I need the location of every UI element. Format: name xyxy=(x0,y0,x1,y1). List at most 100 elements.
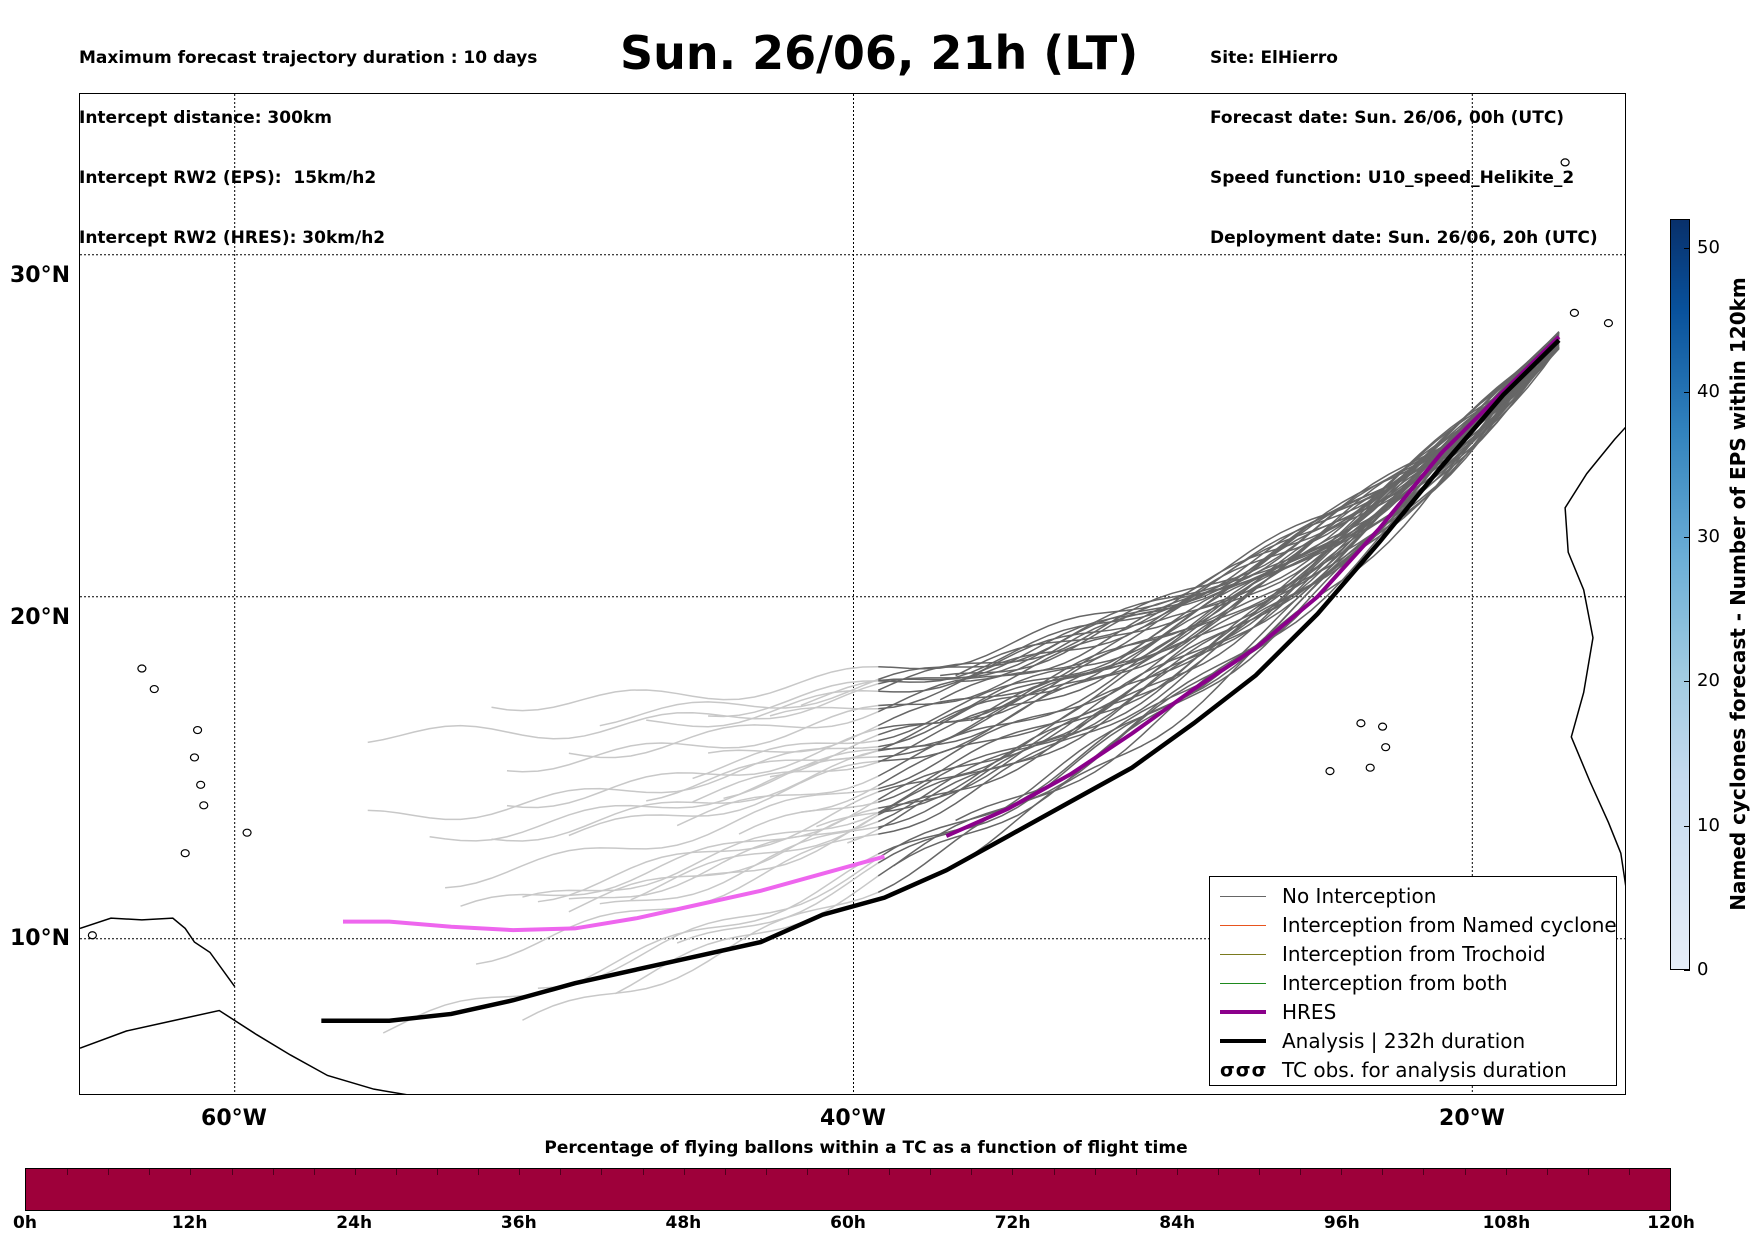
info-speed-function: Speed function: U10_speed_Helikite_2 xyxy=(1210,168,1575,188)
colorbar-tick-label: 30 xyxy=(1697,525,1720,547)
bar-segment-tick xyxy=(806,1169,808,1175)
eps-trajectory-late xyxy=(491,665,879,712)
island xyxy=(1377,722,1388,731)
eps-trajectory xyxy=(878,345,1560,693)
legend-label: Analysis | 232h duration xyxy=(1282,1029,1526,1053)
eps-trajectory-late xyxy=(537,791,879,903)
bar-segment-tick xyxy=(1587,1169,1589,1175)
bar-segment-tick xyxy=(1423,1169,1425,1175)
colorbar-tick-mark xyxy=(1684,681,1690,683)
colorbar-tick-mark xyxy=(1684,536,1690,538)
bar-segment-tick xyxy=(1300,1169,1302,1175)
eps-trajectory-late xyxy=(738,801,879,835)
bar-segment-tick xyxy=(67,1169,69,1175)
bar-segment-tick xyxy=(889,1169,891,1175)
island xyxy=(242,828,252,837)
eps-trajectory xyxy=(878,342,1560,683)
bar-segment-tick xyxy=(1217,1169,1219,1175)
legend-hres: HRES xyxy=(1220,998,1336,1026)
map-legend: No Interception Interception from Named … xyxy=(1209,876,1617,1086)
tc-obs-symbol-icon: σσσ xyxy=(1220,1059,1268,1081)
flight-time-tick-label: 84h xyxy=(1159,1213,1196,1233)
bar-segment-tick xyxy=(1341,1169,1343,1175)
eps-trajectory-late xyxy=(692,739,879,780)
eps-trajectory-late xyxy=(367,745,879,821)
param-duration: Maximum forecast trajectory duration : 1… xyxy=(79,48,538,68)
colorbar-tick-mark xyxy=(1684,247,1690,249)
island xyxy=(1365,763,1375,772)
island xyxy=(1569,308,1580,317)
eps-trajectory-late xyxy=(522,812,879,898)
eps-trajectory xyxy=(877,331,1560,816)
eps-trajectory-late xyxy=(676,775,879,827)
bar-segment-tick xyxy=(683,1169,685,1175)
forecast-parameters: Maximum forecast trajectory duration : 1… xyxy=(79,8,537,268)
legend-line-both xyxy=(1220,982,1266,984)
flight-time-tick-label: 60h xyxy=(830,1213,866,1233)
eps-trajectory xyxy=(955,332,1560,683)
colorbar-tick-label: 50 xyxy=(1697,236,1720,258)
eps-trajectory-late xyxy=(692,761,879,803)
legend-line-trochoid xyxy=(1220,953,1266,955)
flight-time-bar xyxy=(25,1168,1671,1211)
legend-label: Interception from Named cyclone xyxy=(1282,913,1617,937)
eps-trajectory-late xyxy=(429,756,879,842)
eps-trajectory xyxy=(878,335,1560,730)
bar-segment-tick xyxy=(724,1169,726,1175)
bar-segment-tick xyxy=(272,1169,274,1175)
lat-label-20n: 20°N xyxy=(10,605,71,630)
eps-trajectory xyxy=(878,347,1560,758)
bar-segment-tick xyxy=(1176,1169,1178,1175)
flight-time-tick-label: 0h xyxy=(13,1213,37,1233)
colorbar-tick-mark xyxy=(1684,825,1690,827)
island xyxy=(189,753,200,762)
hres-trajectory xyxy=(945,335,1561,838)
legend-line-analysis xyxy=(1220,1039,1266,1043)
info-deployment-date: Deployment date: Sun. 26/06, 20h (UTC) xyxy=(1210,228,1598,248)
map-canvas xyxy=(80,94,1625,1094)
bar-segment-tick xyxy=(1094,1169,1096,1175)
eps-trajectory-late xyxy=(506,728,879,809)
eps-trajectory-late xyxy=(445,787,879,889)
eps-trajectory-late xyxy=(568,760,879,837)
trajectory-map[interactable] xyxy=(79,93,1626,1095)
eps-count-colorbar xyxy=(1670,219,1690,970)
bar-segment-tick xyxy=(1053,1169,1055,1175)
eps-trajectory-late xyxy=(367,683,879,744)
island xyxy=(87,931,97,940)
site-info: Site: ElHierro Forecast date: Sun. 26/06… xyxy=(1210,8,1598,268)
legend-named-cyclone: Interception from Named cyclone xyxy=(1220,911,1617,939)
bar-segment-tick xyxy=(1546,1169,1548,1175)
eps-trajectory xyxy=(877,343,1560,823)
coastline xyxy=(1564,426,1625,886)
bar-segment-tick xyxy=(1259,1169,1260,1175)
eps-trajectory xyxy=(877,331,1560,877)
eps-trajectory xyxy=(877,331,1560,801)
bar-segment-tick xyxy=(971,1169,973,1175)
lat-label-10n: 10°N xyxy=(10,926,71,951)
legend-tc-obs: σσσ TC obs. for analysis duration xyxy=(1220,1056,1567,1084)
legend-line-no-interception xyxy=(1220,895,1266,897)
eps-trajectory-late xyxy=(676,862,879,944)
lat-label-30n: 30°N xyxy=(10,263,71,288)
eps-trajectory xyxy=(939,344,1560,701)
bar-segment-tick xyxy=(149,1169,151,1175)
eps-trajectory xyxy=(878,338,1560,752)
legend-trochoid: Interception from Trochoid xyxy=(1220,940,1546,968)
eps-trajectory-late xyxy=(692,814,879,878)
eps-trajectory xyxy=(878,340,1560,809)
flight-time-tick-label: 48h xyxy=(665,1213,702,1233)
eps-trajectory-late xyxy=(491,749,879,842)
bar-segment-tick xyxy=(765,1169,767,1175)
island xyxy=(137,664,147,673)
eps-trajectory-late xyxy=(522,891,879,1021)
colorbar-tick-mark xyxy=(1684,970,1690,971)
coastline xyxy=(80,917,236,988)
info-forecast-date: Forecast date: Sun. 26/06, 00h (UTC) xyxy=(1210,108,1565,128)
hres-trajectory-late xyxy=(342,854,885,933)
island xyxy=(1560,158,1570,167)
bar-segment-tick xyxy=(642,1169,644,1175)
eps-trajectory-late xyxy=(630,814,879,901)
lon-label-60w: 60°W xyxy=(201,1106,267,1131)
eps-trajectory xyxy=(877,333,1560,691)
